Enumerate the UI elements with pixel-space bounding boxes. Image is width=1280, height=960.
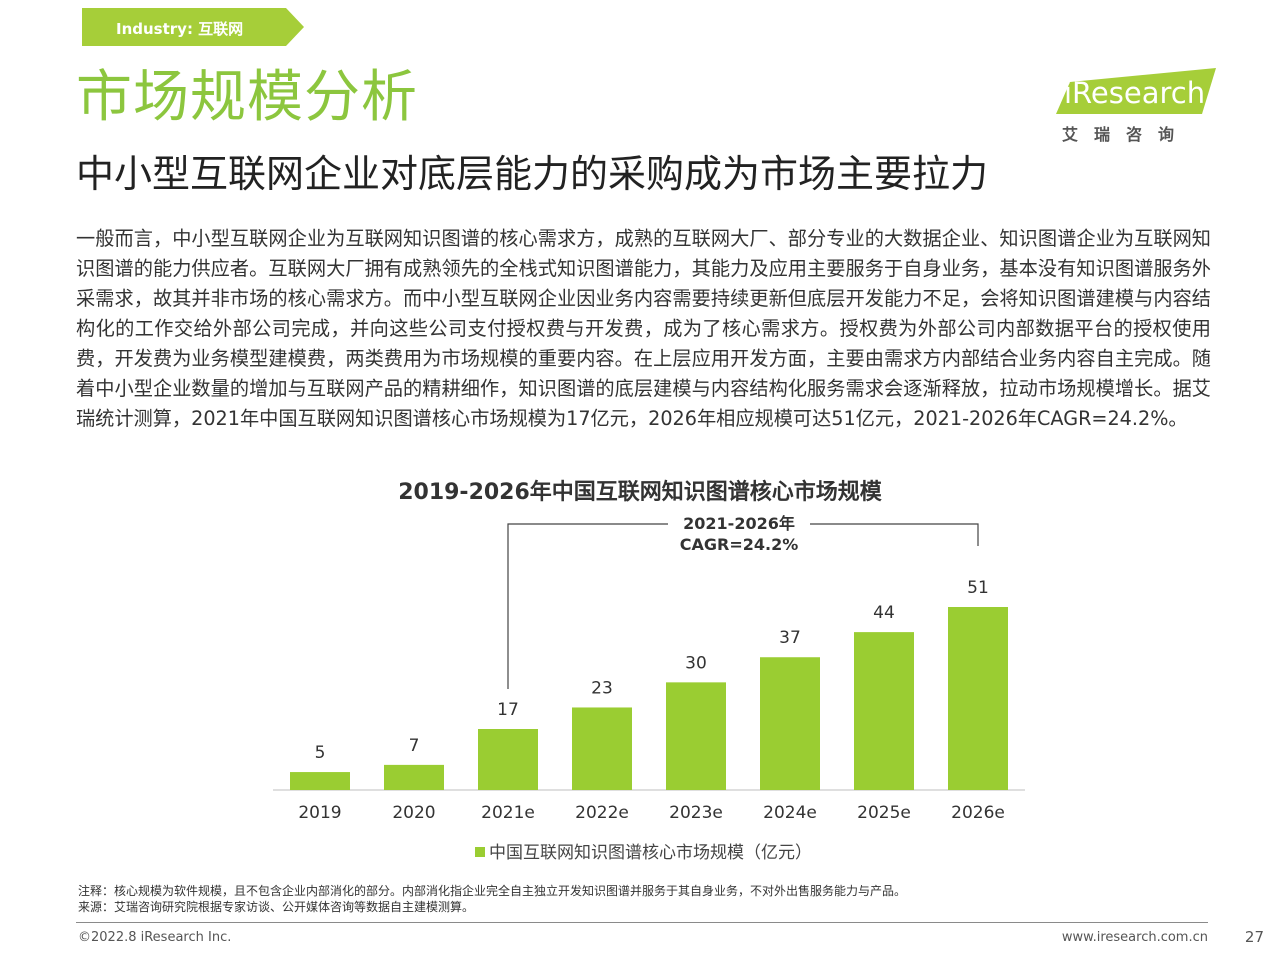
data-label-2019: 5 [315,743,326,763]
industry-tag: Industry: 互联网 [82,8,304,46]
data-label-2021e: 17 [497,700,519,720]
page-number: 27 [1244,928,1264,946]
cagr-bracket-left [507,523,668,689]
legend-swatch [475,847,485,857]
bar-2023e [666,682,726,790]
data-label-2022e: 23 [591,678,613,698]
x-tick-label-2021e: 2021e [481,803,535,823]
bar-2026e [948,607,1008,790]
data-label-2024e: 37 [779,628,801,648]
data-label-2020: 7 [409,736,420,756]
x-tick-label-2025e: 2025e [857,803,911,823]
legend-label: 中国互联网知识图谱核心市场规模（亿元） [489,843,812,863]
x-tick-label-2023e: 2023e [669,803,723,823]
chart-legend: 中国互联网知识图谱核心市场规模（亿元） [475,838,812,863]
x-tick-label-2022e: 2022e [575,803,629,823]
logo-wordmark: iResearch [1064,76,1206,110]
page-title: 市场规模分析 [76,65,418,130]
industry-tag-label: Industry: 互联网 [116,20,244,38]
cagr-bracket-right [810,523,979,546]
bar-2019 [290,772,350,790]
x-tick-label-2026e: 2026e [951,803,1005,823]
footnotes: 注释：核心规模为软件规模，且不包含企业内部消化的部分。内部消化指企业完全自主独立… [78,883,906,915]
website-url: www.iresearch.com.cn [1061,930,1208,945]
logo-shape [1056,68,1216,114]
bar-2020 [384,764,444,790]
bar-2024e [760,657,820,790]
cagr-label-period: 2021-2026年 [683,514,795,533]
bar-2025e [854,632,914,790]
x-tick-label-2024e: 2024e [763,803,817,823]
iresearch-logo: iResearch 艾瑞咨询 [1056,68,1218,148]
footer-divider [76,922,1208,923]
tag-background [82,8,304,46]
x-tick-label-2020: 2020 [392,803,435,823]
copyright: ©2022.8 iResearch Inc. [78,930,232,945]
data-label-2025e: 44 [873,603,895,623]
bar-2021e [478,729,538,790]
data-label-2026e: 51 [967,578,989,598]
page-subtitle: 中小型互联网企业对底层能力的采购成为市场主要拉力 [76,152,989,196]
bar-chart: 5 2019 7 2020 17 2021e 23 2022e 30 2023e 37 2024e 44… [273,514,1025,823]
note-text: 注释：核心规模为软件规模，且不包含企业内部消化的部分。内部消化指企业完全自主独立… [78,884,907,898]
logo-chinese: 艾瑞咨询 [1062,125,1191,144]
data-label-2023e: 30 [685,653,707,673]
body-paragraph: 一般而言，中小型互联网企业为互联网知识图谱的核心需求方，成熟的互联网大厂、部分专… [76,227,1211,430]
chart-title: 2019-2026年中国互联网知识图谱核心市场规模 [398,480,882,505]
x-tick-label-2019: 2019 [298,803,341,823]
cagr-label-value: CAGR=24.2% [680,535,799,554]
source-text: 来源：艾瑞咨询研究院根据专家访谈、公开媒体咨询等数据自主建模测算。 [78,900,475,914]
bar-2022e [572,707,632,790]
